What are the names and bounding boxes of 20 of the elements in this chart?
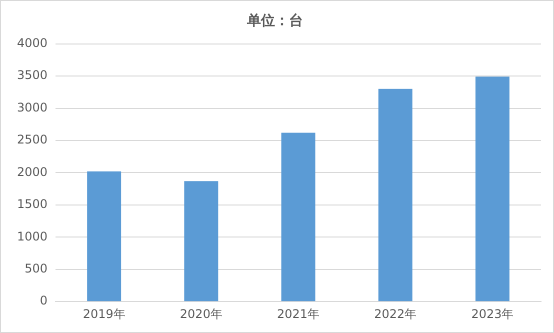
bar [475,76,510,302]
bar [281,132,316,302]
bar [378,88,412,302]
x-tick-label: 2021年 [276,306,320,321]
y-tick-label: 0 [40,294,48,308]
y-tick-label: 500 [24,262,48,276]
y-tick-label: 2000 [16,164,48,179]
x-tick-label: 2019年 [82,306,126,321]
x-tick-label: 2023年 [471,306,514,321]
y-tick-label: 1000 [16,229,48,244]
bar [184,181,218,302]
y-tick-label: 3500 [16,68,48,82]
chart-title: 单位：台 [246,13,303,30]
x-tick-label: 2020年 [180,306,222,321]
y-tick-label: 4000 [16,36,48,50]
y-tick-label: 1500 [16,197,48,212]
y-tick-label: 3000 [16,100,48,114]
x-tick-label: 2022年 [374,306,417,321]
y-tick-label: 2500 [16,132,48,147]
bar [87,171,122,302]
